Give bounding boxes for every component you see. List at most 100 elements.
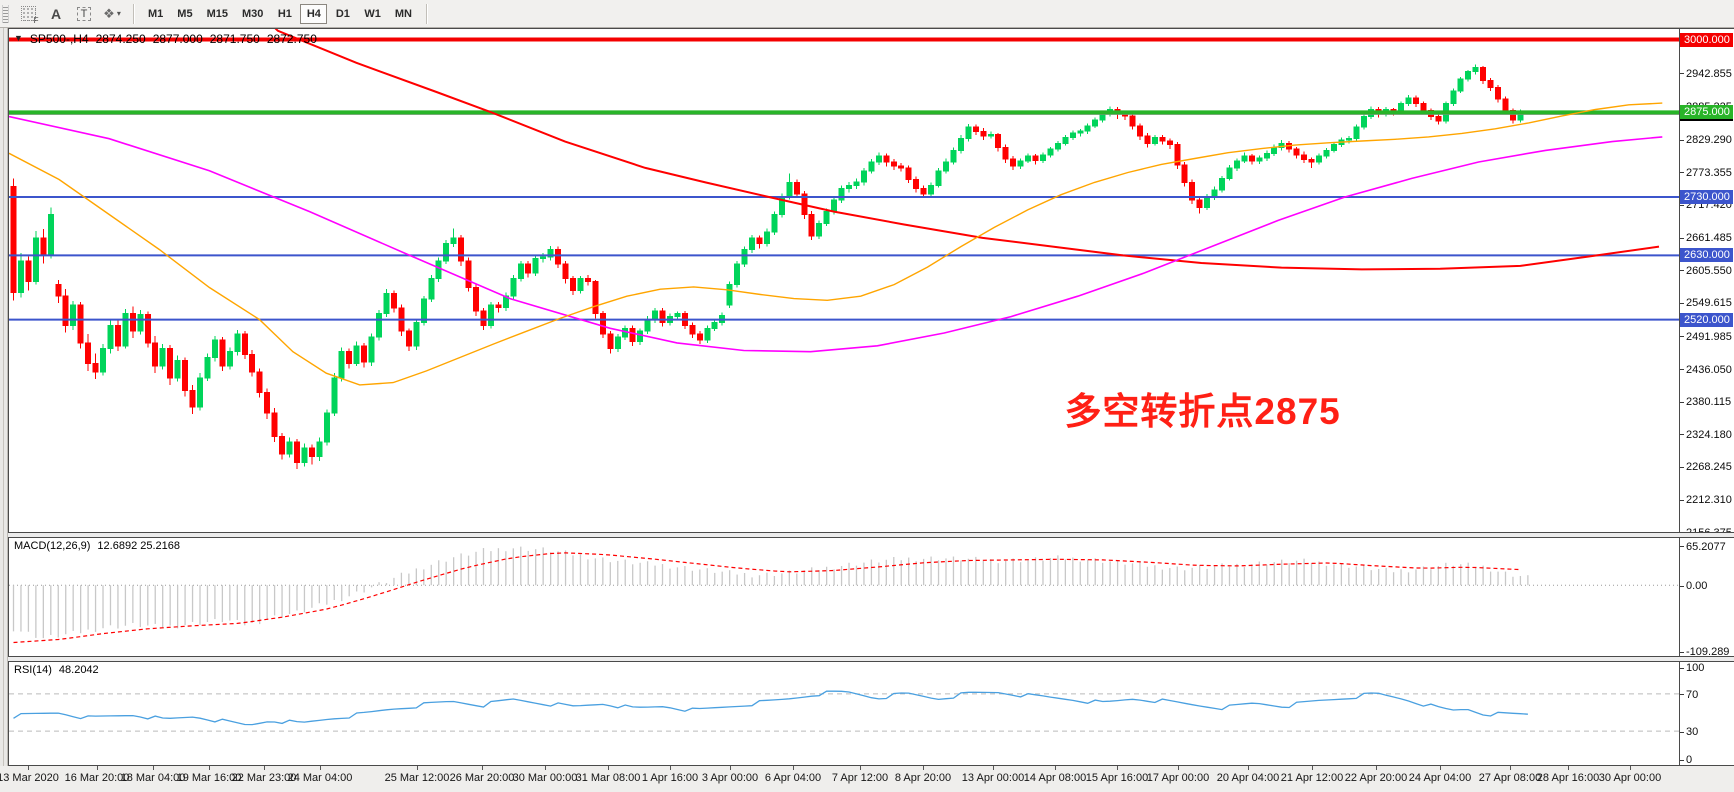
price-level-label: 2875.000 bbox=[1680, 105, 1733, 120]
time-label: 3 Apr 00:00 bbox=[701, 772, 759, 784]
macd-panel[interactable]: MACD(12,26,9) 12.6892 25.2168 bbox=[8, 537, 1680, 657]
price-level-label: 2730.000 bbox=[1680, 190, 1733, 205]
rsi-canvas bbox=[9, 690, 1679, 732]
timeframe-button-MN[interactable]: MN bbox=[394, 7, 412, 20]
price-tick: 2324.180 bbox=[1680, 429, 1732, 441]
price-tick: 2212.310 bbox=[1680, 494, 1732, 506]
grid-f-icon[interactable]: F bbox=[15, 3, 41, 25]
text-box-icon[interactable]: T bbox=[71, 3, 97, 24]
time-label: 30 Apr 00:00 bbox=[1598, 772, 1662, 784]
timeframe-button-M30[interactable]: M30 bbox=[241, 7, 264, 20]
ma-mid-magenta bbox=[9, 115, 1663, 353]
price-tick: 2829.290 bbox=[1680, 134, 1732, 146]
time-label: 18 Mar 04:00 bbox=[120, 772, 186, 784]
ohlc-high: 2877.000 bbox=[152, 32, 203, 46]
price-tick: 2773.355 bbox=[1680, 167, 1732, 179]
time-tick bbox=[993, 766, 994, 770]
timeframe-button-M1[interactable]: M1 bbox=[148, 7, 164, 20]
chart-text-annotation[interactable]: 多空转折点2875 bbox=[1064, 391, 1341, 433]
ma-fast-orange bbox=[9, 102, 1663, 386]
rsi-value: 48.2042 bbox=[58, 664, 99, 676]
chart-left-edge bbox=[0, 28, 8, 792]
ma-slow-red bbox=[274, 29, 1660, 271]
time-label: 25 Mar 12:00 bbox=[384, 772, 450, 784]
time-label: 24 Apr 04:00 bbox=[1408, 772, 1472, 784]
time-tick bbox=[1117, 766, 1118, 770]
price-tick: 2268.245 bbox=[1680, 461, 1732, 473]
time-tick bbox=[1510, 766, 1511, 770]
chart-header: ▼ SP500-,H4 2874.250 2877.000 2871.750 2… bbox=[14, 32, 317, 46]
objects-icon[interactable]: ❖ ▾ bbox=[103, 5, 121, 21]
time-tick bbox=[1178, 766, 1179, 770]
time-tick bbox=[608, 766, 609, 770]
macd-canvas bbox=[9, 546, 1679, 644]
timeframe-button-D1[interactable]: D1 bbox=[335, 7, 350, 20]
timeframe-button-H1[interactable]: H1 bbox=[277, 7, 292, 20]
time-label: 26 Mar 20:00 bbox=[449, 772, 515, 784]
time-label: 13 Mar 2020 bbox=[0, 772, 59, 784]
macd-values: 12.6892 25.2168 bbox=[97, 540, 181, 552]
time-tick bbox=[320, 766, 321, 770]
macd-tick: 0.00 bbox=[1680, 580, 1707, 592]
rsi-panel[interactable]: RSI(14) 48.2042 bbox=[8, 661, 1680, 766]
time-tick bbox=[1630, 766, 1631, 770]
time-tick bbox=[1248, 766, 1249, 770]
timeframe-button-H4[interactable]: H4 bbox=[300, 3, 328, 24]
rsi-tick: 70 bbox=[1680, 689, 1698, 701]
macd-tick: -109.289 bbox=[1680, 646, 1729, 656]
time-label: 15 Apr 16:00 bbox=[1085, 772, 1149, 784]
chart-symbol-period: SP500-,H4 bbox=[29, 32, 89, 46]
time-tick bbox=[793, 766, 794, 770]
timeframe-button-M5[interactable]: M5 bbox=[177, 7, 193, 20]
rsi-tick: 30 bbox=[1680, 726, 1698, 738]
price-level-label: 3000.000 bbox=[1680, 32, 1733, 47]
time-label: 8 Apr 20:00 bbox=[894, 772, 952, 784]
time-tick bbox=[545, 766, 546, 770]
timeframe-group: M1 M5 M15 M30 H1 H4 D1 W1 MN bbox=[141, 3, 419, 24]
time-label: 24 Mar 04:00 bbox=[287, 772, 353, 784]
time-tick bbox=[97, 766, 98, 770]
price-tick: 2156.375 bbox=[1680, 527, 1732, 532]
toolbar-separator bbox=[425, 3, 427, 24]
timeframe-button-W1[interactable]: W1 bbox=[364, 7, 381, 20]
macd-name: MACD(12,26,9) bbox=[14, 540, 91, 552]
macd-scale[interactable]: 65.2077 0.00 -109.289 bbox=[1680, 537, 1734, 657]
time-label: 16 Mar 20:00 bbox=[64, 772, 130, 784]
time-label: 21 Apr 12:00 bbox=[1280, 772, 1344, 784]
rsi-tick: 100 bbox=[1680, 662, 1704, 674]
time-label: 6 Apr 04:00 bbox=[764, 772, 822, 784]
time-tick bbox=[730, 766, 731, 770]
time-tick bbox=[860, 766, 861, 770]
price-chart-canvas[interactable] bbox=[9, 29, 1679, 532]
price-level-label: 2520.000 bbox=[1680, 312, 1733, 327]
time-tick bbox=[264, 766, 265, 770]
timeframe-button-M15[interactable]: M15 bbox=[206, 7, 228, 20]
rsi-label: RSI(14) 48.2042 bbox=[14, 664, 99, 676]
price-chart-panel[interactable]: ▼ SP500-,H4 2874.250 2877.000 2871.750 2… bbox=[8, 28, 1680, 533]
price-tick: 2942.855 bbox=[1680, 68, 1732, 80]
time-label: 13 Apr 00:00 bbox=[961, 772, 1025, 784]
time-label: 7 Apr 12:00 bbox=[831, 772, 889, 784]
text-a-icon[interactable]: A bbox=[50, 5, 62, 22]
ohlc-open: 2874.250 bbox=[95, 32, 146, 46]
time-label: 30 Mar 00:00 bbox=[512, 772, 578, 784]
macd-tick: 65.2077 bbox=[1680, 541, 1726, 553]
time-label: 22 Mar 23:00 bbox=[231, 772, 297, 784]
rsi-name: RSI(14) bbox=[14, 664, 52, 676]
time-label: 22 Apr 20:00 bbox=[1344, 772, 1408, 784]
time-label: 27 Apr 08:00 bbox=[1478, 772, 1542, 784]
time-label: 1 Apr 16:00 bbox=[641, 772, 699, 784]
price-scale[interactable]: 2942.8552885.2252829.2902773.3552717.420… bbox=[1680, 28, 1734, 533]
time-axis[interactable]: 13 Mar 2020 16 Mar 20:00 18 Mar 04:00 19 Ma… bbox=[0, 766, 1734, 792]
chart-dropdown-icon[interactable]: ▼ bbox=[14, 33, 23, 43]
price-tick: 2605.550 bbox=[1680, 265, 1732, 277]
time-tick bbox=[1568, 766, 1569, 770]
time-tick bbox=[1376, 766, 1377, 770]
rsi-scale[interactable]: 100 70 30 0 bbox=[1680, 661, 1734, 766]
time-tick bbox=[1440, 766, 1441, 770]
toolbar-drag-handle[interactable] bbox=[2, 4, 9, 23]
toolbar: F A T ❖ ▾ M1 M5 M15 M30 H1 H4 D1 W1 MN bbox=[0, 0, 1734, 28]
macd-label: MACD(12,26,9) 12.6892 25.2168 bbox=[14, 540, 180, 552]
price-tick: 2549.615 bbox=[1680, 297, 1732, 309]
time-tick bbox=[482, 766, 483, 770]
